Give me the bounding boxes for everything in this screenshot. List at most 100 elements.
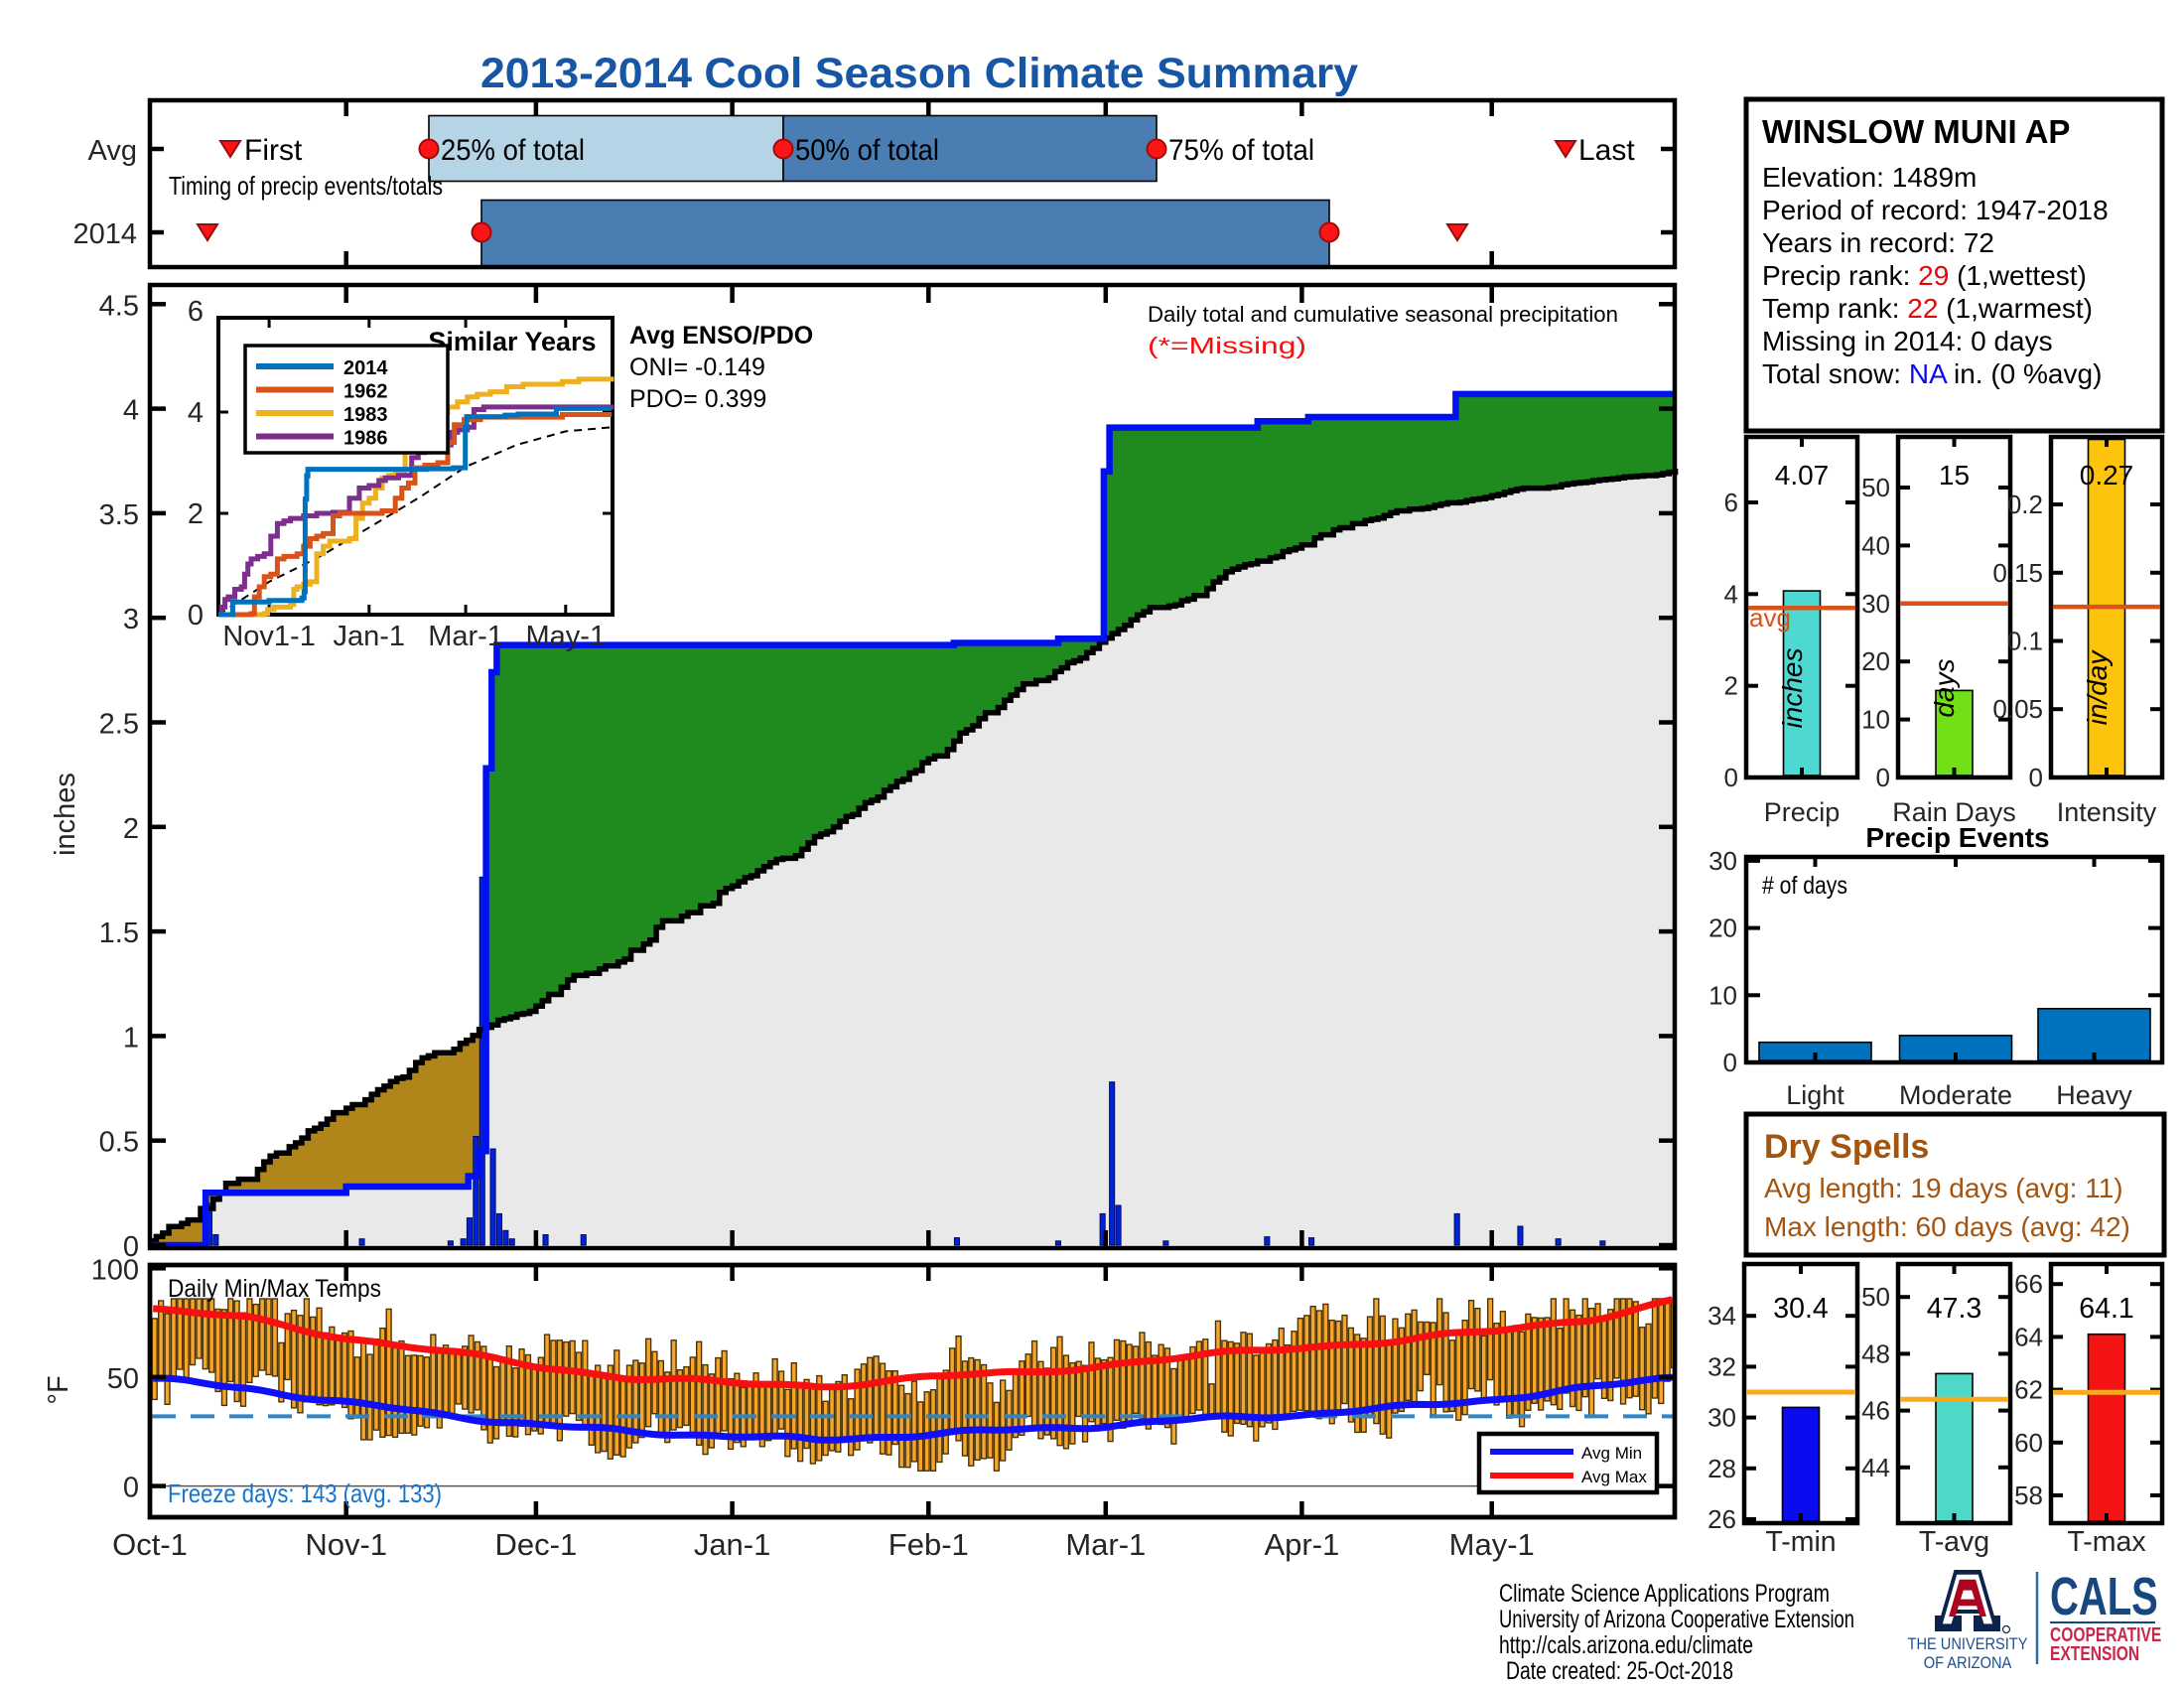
svg-text:1: 1 xyxy=(123,1022,139,1054)
svg-text:WINSLOW MUNI AP: WINSLOW MUNI AP xyxy=(1762,113,2070,150)
svg-text:30.4: 30.4 xyxy=(1773,1293,1829,1325)
svg-text:2013-2014 Cool Season Climate: 2013-2014 Cool Season Climate Summary xyxy=(480,50,1358,97)
svg-text:47.3: 47.3 xyxy=(1927,1293,1981,1325)
svg-text:25% of total: 25% of total xyxy=(441,134,585,167)
svg-text:10: 10 xyxy=(1861,705,1890,735)
svg-text:4: 4 xyxy=(1724,579,1738,609)
svg-text:2: 2 xyxy=(188,498,204,530)
svg-text:Mar-1: Mar-1 xyxy=(1065,1527,1146,1562)
svg-text:0.15: 0.15 xyxy=(1992,558,2043,588)
svg-text:1962: 1962 xyxy=(343,381,388,403)
svg-text:COOPERATIVE: COOPERATIVE xyxy=(2050,1623,2161,1645)
svg-text:Similar Years: Similar Years xyxy=(428,327,596,356)
svg-text:in/day: in/day xyxy=(2082,649,2113,726)
svg-text:30: 30 xyxy=(1707,1403,1736,1433)
svg-text:0.27: 0.27 xyxy=(2080,460,2134,491)
svg-text:2: 2 xyxy=(1724,671,1738,701)
svg-text:20: 20 xyxy=(1861,646,1890,676)
svg-text:T-avg: T-avg xyxy=(1919,1526,1989,1558)
svg-text:3: 3 xyxy=(123,604,139,635)
svg-text:0.2: 0.2 xyxy=(2007,490,2043,519)
svg-text:Total snow: NA in. (0 %avg): Total snow: NA in. (0 %avg) xyxy=(1762,358,2102,389)
svg-text:50% of total: 50% of total xyxy=(795,134,939,167)
svg-text:58: 58 xyxy=(2014,1480,2043,1510)
svg-text:0: 0 xyxy=(123,1473,139,1504)
svg-text:May-1: May-1 xyxy=(1449,1527,1535,1562)
svg-text:2014: 2014 xyxy=(343,357,388,379)
svg-text:Rain Days: Rain Days xyxy=(1892,797,2016,827)
svg-text:1.5: 1.5 xyxy=(99,917,139,949)
svg-text:2014: 2014 xyxy=(72,218,137,250)
svg-text:30: 30 xyxy=(1861,589,1890,619)
svg-text:avg: avg xyxy=(1749,603,1791,633)
svg-text:6: 6 xyxy=(188,296,204,328)
svg-text:ONI= -0.149: ONI= -0.149 xyxy=(629,353,765,381)
svg-text:4: 4 xyxy=(123,395,139,427)
svg-text:University of Arizona Cooperat: University of Arizona Cooperative Extens… xyxy=(1499,1606,1854,1633)
svg-text:Dry Spells: Dry Spells xyxy=(1764,1128,1929,1166)
svg-text:66: 66 xyxy=(2014,1269,2043,1299)
svg-text:0: 0 xyxy=(188,600,204,632)
svg-text:PDO= 0.399: PDO= 0.399 xyxy=(629,385,766,413)
svg-text:Nov-1: Nov-1 xyxy=(305,1527,387,1562)
svg-text:Daily Min/Max Temps: Daily Min/Max Temps xyxy=(168,1275,381,1303)
svg-text:1986: 1986 xyxy=(343,428,388,450)
svg-text:http://cals.arizona.edu/climat: http://cals.arizona.edu/climate xyxy=(1499,1631,1753,1659)
svg-text:inches: inches xyxy=(50,773,81,856)
svg-text:2: 2 xyxy=(123,813,139,845)
svg-text:Light: Light xyxy=(1786,1080,1844,1110)
svg-text:2.5: 2.5 xyxy=(99,709,139,741)
svg-text:°F: °F xyxy=(43,1375,74,1404)
svg-text:Elevation: 1489m: Elevation: 1489m xyxy=(1762,162,1977,193)
svg-text:0.1: 0.1 xyxy=(2007,627,2043,656)
svg-text:28: 28 xyxy=(1707,1454,1736,1483)
svg-text:64.1: 64.1 xyxy=(2079,1293,2133,1325)
svg-text:26: 26 xyxy=(1707,1504,1736,1534)
svg-text:64: 64 xyxy=(2014,1322,2043,1351)
svg-text:40: 40 xyxy=(1861,530,1890,560)
svg-text:10: 10 xyxy=(1708,980,1737,1010)
svg-text:Last: Last xyxy=(1578,134,1635,167)
svg-text:Temp rank: 22 (1,warmest): Temp rank: 22 (1,warmest) xyxy=(1762,293,2093,324)
svg-text:Avg length: 19 days (avg: 11): Avg length: 19 days (avg: 11) xyxy=(1764,1173,2123,1203)
svg-text:Avg: Avg xyxy=(88,135,137,167)
svg-text:Intensity: Intensity xyxy=(2057,797,2157,827)
svg-text:Max length: 60 days (avg: 42): Max length: 60 days (avg: 42) xyxy=(1764,1211,2130,1242)
svg-text:60: 60 xyxy=(2014,1428,2043,1458)
svg-text:T-max: T-max xyxy=(2067,1526,2145,1558)
svg-text:Freeze days: 143 (avg. 133): Freeze days: 143 (avg. 133) xyxy=(168,1478,442,1508)
svg-text:days: days xyxy=(1929,658,1960,717)
svg-text:4.07: 4.07 xyxy=(1775,460,1830,491)
svg-text:THE UNIVERSITY: THE UNIVERSITY xyxy=(1908,1635,2028,1653)
svg-text:0: 0 xyxy=(2029,763,2043,792)
svg-text:20: 20 xyxy=(1708,914,1737,943)
svg-text:First: First xyxy=(244,134,303,167)
svg-text:34: 34 xyxy=(1707,1301,1736,1331)
svg-text:4: 4 xyxy=(188,397,204,429)
svg-text:Date created: 25-Oct-2018: Date created: 25-Oct-2018 xyxy=(1506,1657,1733,1685)
svg-text:Moderate: Moderate xyxy=(1899,1080,2012,1110)
svg-text:50: 50 xyxy=(1861,1282,1890,1312)
svg-text:48: 48 xyxy=(1861,1338,1890,1368)
svg-text:Feb-1: Feb-1 xyxy=(888,1527,969,1562)
svg-text:6: 6 xyxy=(1724,488,1738,517)
svg-text:Years in record: 72: Years in record: 72 xyxy=(1762,227,1994,258)
svg-text:inches: inches xyxy=(1777,648,1808,729)
svg-text:32: 32 xyxy=(1707,1351,1736,1381)
svg-text:May-1: May-1 xyxy=(526,621,607,652)
svg-text:CALS: CALS xyxy=(2050,1567,2158,1626)
svg-text:4.5: 4.5 xyxy=(99,290,139,322)
svg-text:Avg Max: Avg Max xyxy=(1581,1468,1647,1486)
svg-text:50: 50 xyxy=(1861,473,1890,502)
svg-text:Period of record: 1947-2018: Period of record: 1947-2018 xyxy=(1762,195,2109,225)
svg-text:Apr-1: Apr-1 xyxy=(1264,1527,1339,1562)
svg-text:Missing in 2014: 0 days: Missing in 2014: 0 days xyxy=(1762,326,2053,356)
svg-text:EXTENSION: EXTENSION xyxy=(2050,1642,2139,1664)
svg-text:Daily total and cumulative sea: Daily total and cumulative seasonal prec… xyxy=(1148,302,1618,327)
svg-text:75% of total: 75% of total xyxy=(1168,134,1314,167)
svg-text:Timing of precip events/totals: Timing of precip events/totals xyxy=(169,171,443,201)
svg-text:15: 15 xyxy=(1939,460,1970,491)
svg-text:Avg Min: Avg Min xyxy=(1581,1444,1642,1463)
svg-text:0: 0 xyxy=(1724,763,1738,792)
svg-text:Precip rank: 29 (1,wettest): Precip rank: 29 (1,wettest) xyxy=(1762,260,2087,291)
